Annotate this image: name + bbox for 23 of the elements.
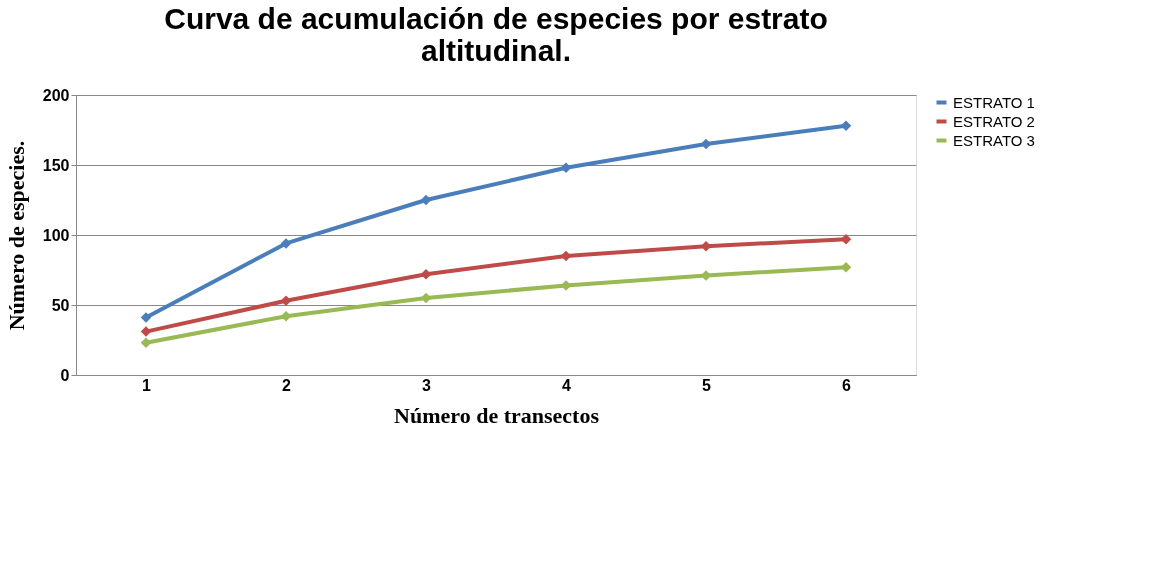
legend-label: ESTRATO 2 [953, 112, 1035, 130]
point [140, 326, 152, 337]
y-tick-label: 150 [42, 156, 70, 174]
x-tick-label: 5 [702, 376, 712, 394]
point [280, 238, 292, 249]
x-tick-label: 1 [142, 376, 152, 394]
text: altitudinal. [421, 34, 571, 67]
x-tick-label: 4 [562, 376, 572, 394]
text: Curva de acumulación de especies por estrato [164, 2, 828, 35]
point [840, 120, 852, 132]
point [140, 312, 152, 323]
legend-label: ESTRATO 1 [953, 93, 1035, 111]
x-tick-label: 3 [422, 376, 432, 394]
legend-label: ESTRATO 3 [953, 131, 1035, 149]
x-axis-title: Número de transectos [394, 402, 600, 428]
y-tick-label: 100 [42, 226, 70, 244]
y-axis-title: Número de especies. [3, 140, 29, 331]
y-tick-label: 0 [60, 366, 70, 384]
y-tick-label: 200 [42, 86, 70, 104]
x-tick-label: 6 [842, 376, 852, 394]
y-tick-label: 50 [51, 296, 70, 314]
x-tick-label: 2 [282, 376, 292, 394]
point [420, 194, 432, 206]
